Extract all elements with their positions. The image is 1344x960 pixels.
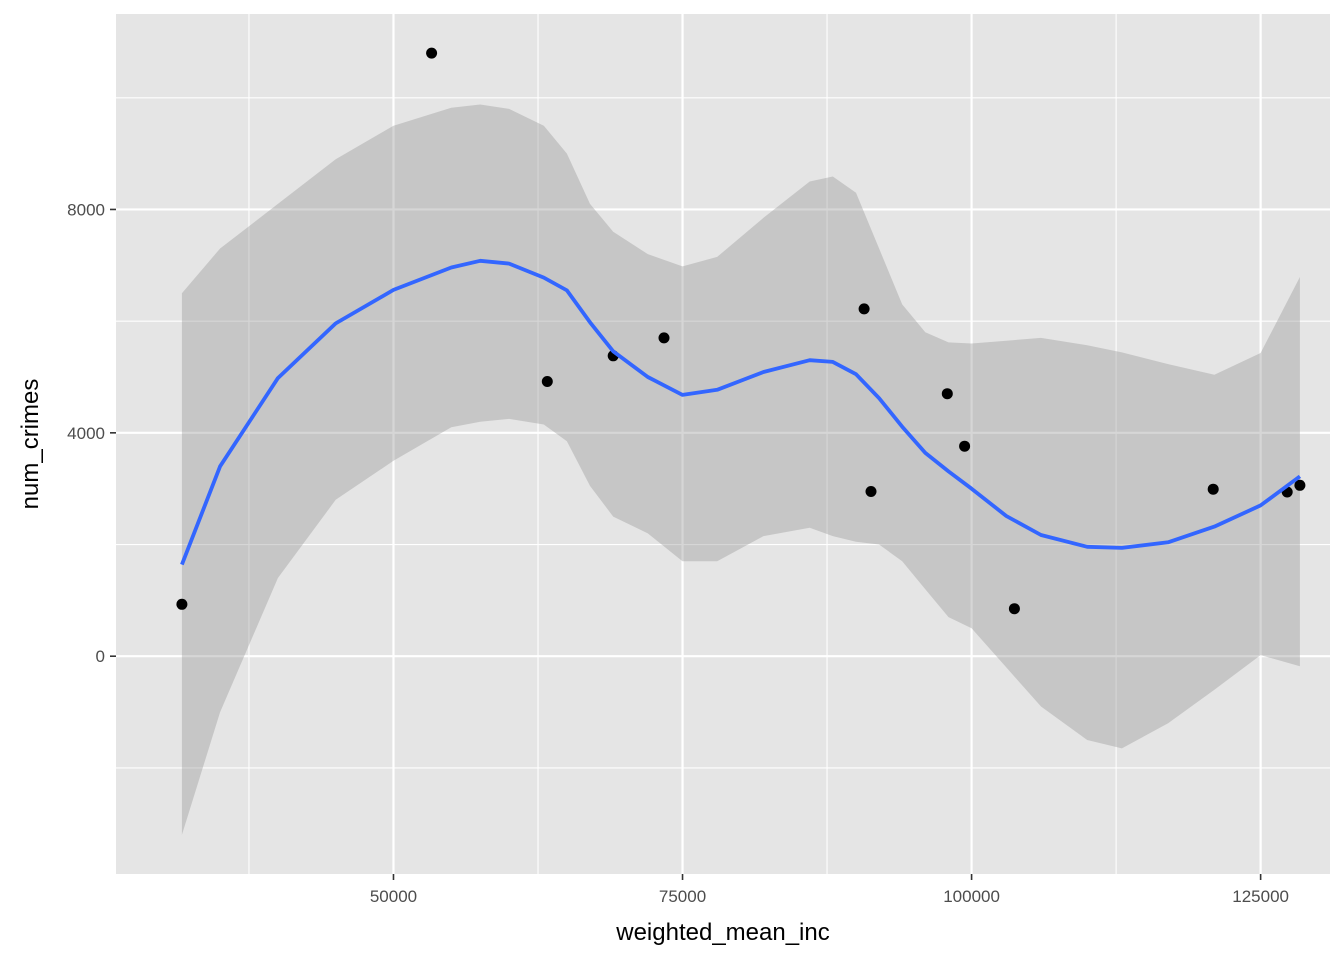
y-tick-label: 0 — [96, 647, 105, 666]
data-point — [1294, 479, 1306, 491]
data-point — [858, 303, 870, 315]
x-axis-ticks: 50000 75000 100000 125000 — [370, 874, 1289, 906]
panel-background — [116, 14, 1330, 874]
x-tick-label: 50000 — [370, 887, 417, 906]
data-point — [1207, 483, 1219, 495]
data-point — [959, 440, 971, 452]
x-tick-label: 100000 — [943, 887, 1000, 906]
data-point — [426, 47, 438, 59]
x-axis-title: weighted_mean_inc — [615, 919, 829, 946]
x-tick-label: 75000 — [659, 887, 706, 906]
data-point — [865, 486, 877, 497]
y-tick-label: 4000 — [67, 424, 105, 443]
smooth-line — [180, 258, 1302, 566]
x-tick-label: 125000 — [1232, 887, 1289, 906]
data-point — [176, 598, 188, 610]
grid-major — [116, 14, 1330, 874]
grid-minor — [116, 14, 1330, 874]
y-axis-title: num_crimes — [17, 379, 44, 510]
data-point — [1008, 603, 1020, 615]
data-point — [658, 332, 670, 344]
data-point — [941, 388, 953, 400]
confidence-ribbon — [181, 104, 1300, 835]
y-tick-label: 8000 — [67, 200, 105, 219]
data-point — [541, 376, 553, 387]
y-axis-ticks: 0 4000 8000 — [67, 200, 116, 666]
